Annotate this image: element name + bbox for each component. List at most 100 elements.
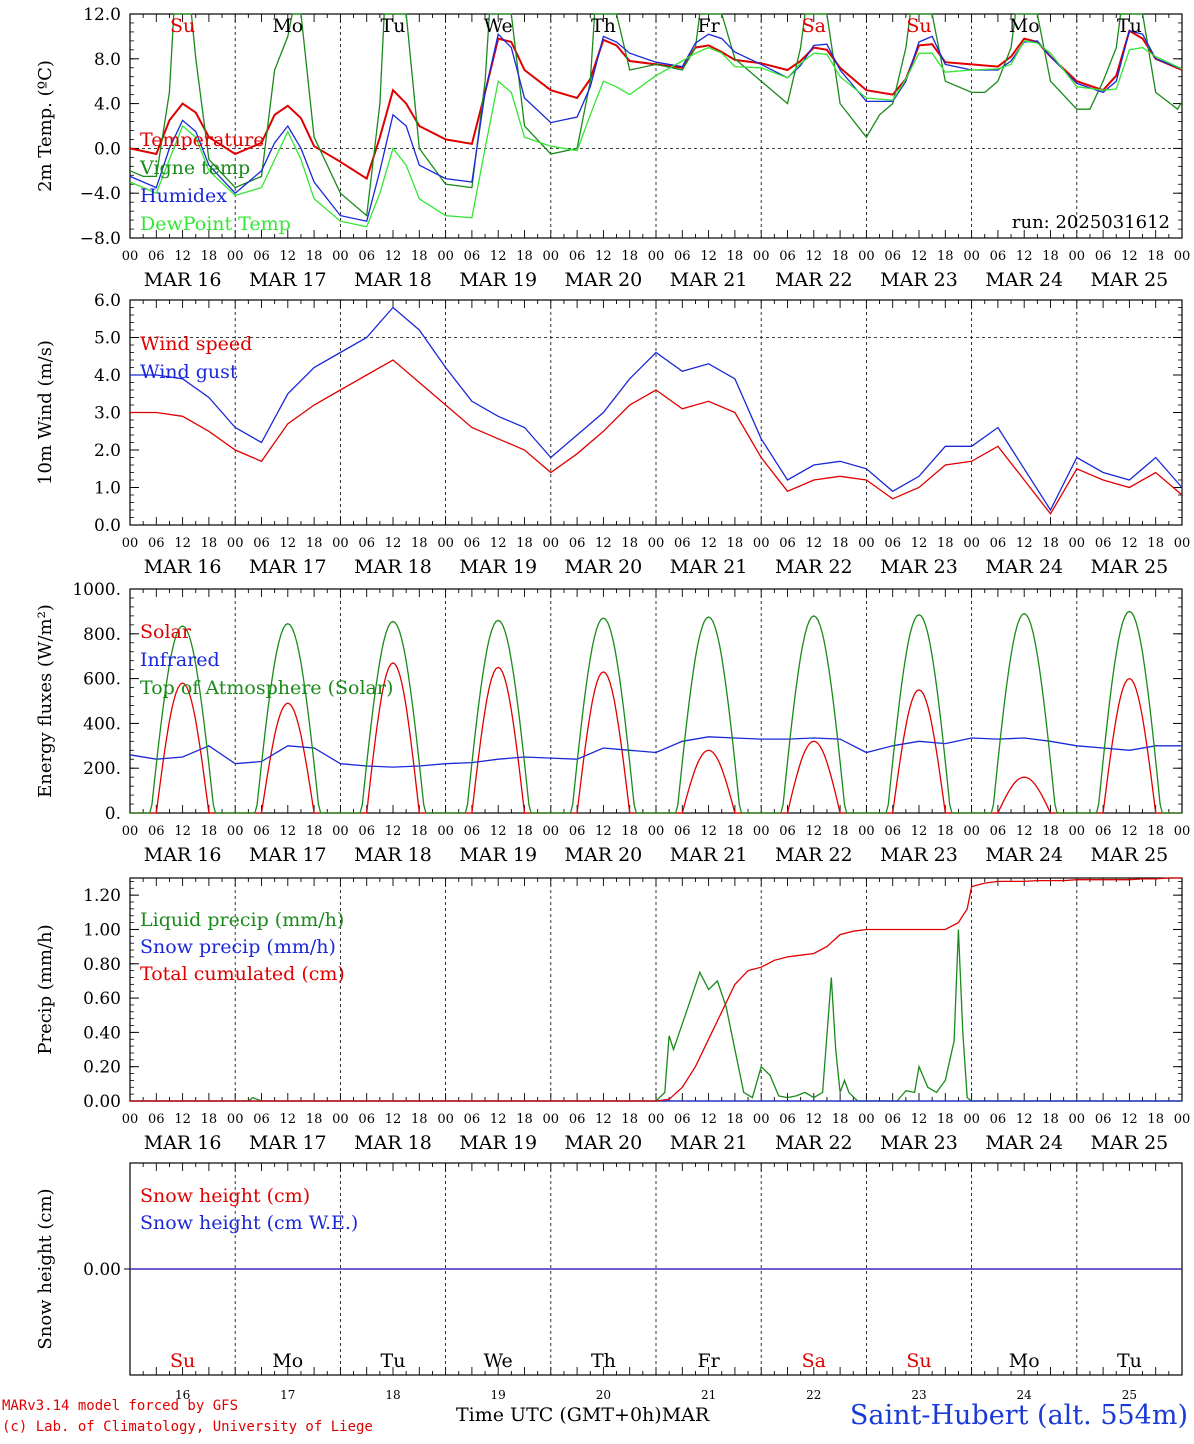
hour-tick-label: 00 — [122, 1112, 139, 1127]
hour-tick-label: 12 — [1121, 249, 1138, 264]
hour-tick-label: 12 — [911, 1112, 928, 1127]
hour-tick-label: 18 — [621, 536, 638, 551]
legend-entry: DewPoint Temp — [140, 213, 291, 235]
date-label: MAR 24 — [985, 1132, 1063, 1154]
y-tick-label: 0.80 — [83, 955, 121, 975]
date-label: MAR 22 — [775, 556, 853, 578]
hour-tick-label: 00 — [332, 249, 349, 264]
y-tick-label: 0.20 — [83, 1058, 121, 1078]
hour-tick-label: 06 — [148, 824, 165, 839]
weekday-label: Mo — [272, 1350, 303, 1372]
date-label: MAR 20 — [565, 1132, 643, 1154]
series-line — [130, 359, 1183, 515]
month-label: MAR — [661, 1404, 710, 1426]
hour-tick-label: 06 — [569, 249, 586, 264]
hour-tick-label: 06 — [1095, 1112, 1112, 1127]
y-tick-label: −4.0 — [80, 184, 121, 204]
hour-tick-label: 00 — [858, 249, 875, 264]
hour-tick-label: 00 — [1069, 536, 1086, 551]
date-label: MAR 24 — [985, 556, 1063, 578]
hour-tick-label: 12 — [1121, 536, 1138, 551]
date-label: MAR 24 — [985, 269, 1063, 291]
weekday-label: Mo — [272, 15, 303, 37]
date-label: MAR 22 — [775, 1132, 853, 1154]
day-number-label: 19 — [491, 1388, 506, 1402]
hour-tick-label: 06 — [148, 249, 165, 264]
hour-tick-label: 00 — [543, 824, 560, 839]
y-tick-label: 0.00 — [83, 1260, 121, 1280]
hour-tick-label: 18 — [516, 1112, 533, 1127]
hour-tick-label: 00 — [1069, 1112, 1086, 1127]
hour-tick-label: 00 — [648, 824, 665, 839]
day-number-label: 24 — [1017, 1388, 1033, 1402]
hour-tick-label: 12 — [911, 536, 928, 551]
legend-entry: Wind speed — [140, 333, 252, 355]
hour-tick-label: 18 — [1042, 249, 1059, 264]
day-number-label: 16 — [175, 1388, 190, 1402]
hour-tick-label: 00 — [1069, 824, 1086, 839]
y-axis-label: Precip (mm/h) — [35, 924, 56, 1054]
hour-tick-label: 18 — [832, 1112, 849, 1127]
hour-tick-label: 18 — [937, 824, 954, 839]
hour-tick-label: 12 — [1016, 824, 1033, 839]
y-tick-label: 3.0 — [94, 404, 121, 424]
hour-tick-label: 06 — [358, 824, 375, 839]
day-number-label: 17 — [280, 1388, 295, 1402]
date-label: MAR 19 — [459, 844, 537, 866]
date-label: MAR 16 — [144, 844, 222, 866]
y-tick-label: 0. — [105, 804, 121, 824]
hour-tick-label: 00 — [648, 536, 665, 551]
date-label: MAR 19 — [459, 1132, 537, 1154]
y-tick-label: 1.00 — [83, 920, 121, 940]
hour-tick-label: 00 — [437, 824, 454, 839]
y-tick-label: 800. — [83, 625, 121, 645]
date-label: MAR 25 — [1091, 844, 1169, 866]
date-label: MAR 19 — [459, 556, 537, 578]
y-tick-label: 200. — [83, 759, 121, 779]
hour-tick-label: 00 — [753, 249, 770, 264]
hour-tick-label: 18 — [201, 249, 218, 264]
date-label: MAR 25 — [1091, 269, 1169, 291]
credit-model: MARv3.14 model forced by GFS — [2, 1398, 239, 1414]
y-tick-label: 0.0 — [94, 139, 121, 159]
time-axis-label: Time UTC (GMT+0h)MAR — [456, 1404, 709, 1426]
hour-tick-label: 06 — [358, 1112, 375, 1127]
weekday-label: Sa — [802, 15, 826, 37]
hour-tick-label: 00 — [963, 249, 980, 264]
hour-tick-label: 18 — [411, 536, 428, 551]
date-label: MAR 19 — [459, 269, 537, 291]
hour-tick-label: 12 — [280, 1112, 297, 1127]
hour-tick-label: 12 — [1121, 824, 1138, 839]
date-label: MAR 18 — [354, 556, 432, 578]
hour-tick-label: 00 — [122, 536, 139, 551]
hour-tick-label: 00 — [858, 1112, 875, 1127]
hour-tick-label: 06 — [990, 249, 1007, 264]
panel-2: 6.0 5.0 4.0 3.0 2.0 1.0 0.0 10m Wind (m/s) Wind … — [35, 291, 1190, 578]
legend-entry: Liquid precip (mm/h) — [140, 909, 344, 931]
hour-tick-label: 06 — [990, 824, 1007, 839]
panel-5: 0.00 Snow height (cm) Snow height (cm) Snow… — [35, 1162, 1183, 1402]
legend-entry: Total cumulated (cm) — [140, 963, 345, 985]
y-tick-label: 0.60 — [83, 989, 121, 1009]
hour-tick-label: 06 — [253, 1112, 270, 1127]
legend-entry: Snow height (cm W.E.) — [140, 1212, 358, 1234]
weekday-label: Tu — [1117, 15, 1142, 37]
hour-tick-label: 00 — [963, 824, 980, 839]
date-label: MAR 25 — [1091, 556, 1169, 578]
day-number-label: 21 — [701, 1388, 716, 1402]
hour-tick-label: 06 — [464, 249, 481, 264]
y-axis-label: 10m Wind (m/s) — [35, 340, 56, 485]
hour-tick-label: 06 — [884, 824, 901, 839]
hour-tick-label: 12 — [385, 249, 402, 264]
legend-entry: Infrared — [140, 649, 220, 671]
hour-tick-label: 12 — [806, 249, 823, 264]
hour-tick-label: 18 — [727, 824, 744, 839]
hour-tick-label: 18 — [727, 1112, 744, 1127]
hour-tick-label: 00 — [1174, 249, 1191, 264]
y-axis-label: Snow height (cm) — [35, 1188, 56, 1349]
hour-tick-label: 00 — [858, 824, 875, 839]
hour-tick-label: 06 — [569, 1112, 586, 1127]
date-label: MAR 23 — [880, 269, 958, 291]
hour-tick-label: 06 — [253, 824, 270, 839]
